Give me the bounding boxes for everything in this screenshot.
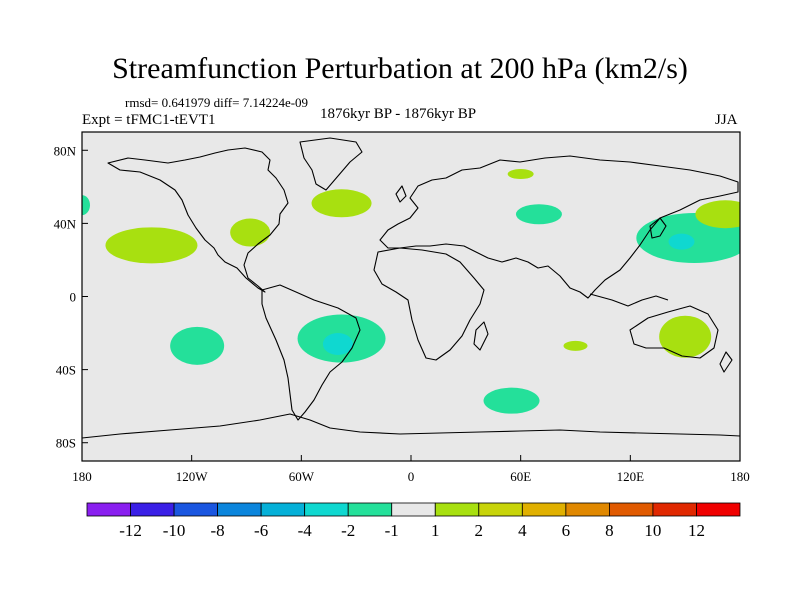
- colorbar-swatch: [478, 502, 523, 517]
- colorbar-swatch: [86, 502, 131, 517]
- colorbar-swatch: [652, 502, 697, 517]
- stats-label: rmsd= 0.641979 diff= 7.14224e-09: [125, 95, 309, 110]
- coastlines: [82, 137, 740, 439]
- anomaly-n-pacific-positive: [105, 227, 198, 264]
- colorbar-label: -6: [254, 521, 268, 540]
- x-tick-label: 180: [72, 469, 92, 484]
- colorbar-label: 2: [475, 521, 484, 540]
- coastline-new-zealand: [719, 351, 733, 373]
- x-tick-label: 60E: [510, 469, 531, 484]
- colorbar-swatch: [521, 502, 567, 517]
- y-tick-label: 80N: [54, 143, 77, 158]
- y-tick-label: 80S: [56, 436, 76, 451]
- x-tick-label: 180: [730, 469, 750, 484]
- colorbar-swatch: [304, 502, 349, 517]
- anomaly-arctic-siberia-positive: [507, 169, 534, 180]
- colorbar-label: -1: [385, 521, 399, 540]
- anomaly-n-atlantic-positive: [311, 189, 372, 218]
- anomaly-japan-core-negative: [668, 233, 695, 250]
- colorbar-swatch: [130, 502, 175, 517]
- anomaly-australia-positive: [659, 315, 712, 358]
- colorbar-label: 4: [518, 521, 527, 540]
- colorbar-swatch: [696, 502, 741, 517]
- coastline-eurasia: [379, 155, 739, 299]
- y-tick-label: 0: [70, 290, 77, 305]
- anomaly-layer: [82, 169, 740, 414]
- coastline-antarctica: [82, 413, 740, 439]
- coastline-australia: [629, 305, 719, 359]
- x-tick-label: 0: [408, 469, 415, 484]
- colorbar-swatch: [565, 502, 610, 517]
- colorbar-label: 8: [605, 521, 614, 540]
- season-label: JJA: [715, 112, 738, 128]
- coastline-indonesia: [589, 293, 669, 307]
- coastline-north-america: [107, 147, 289, 293]
- y-tick-label: 40S: [56, 363, 76, 378]
- anomaly-nw-pacific-positive: [695, 200, 740, 229]
- period-label: 1876kyr BP - 1876kyr BP: [320, 106, 477, 122]
- x-tick-label: 60W: [289, 469, 315, 484]
- chart-title: Streamfunction Perturbation at 200 hPa (…: [112, 52, 688, 85]
- experiment-label: Expt = tFMC1-tEVT1: [82, 112, 216, 128]
- colorbar-label: -12: [119, 521, 142, 540]
- anomaly-s-pacific-negative: [170, 326, 225, 365]
- coastline-africa: [373, 247, 485, 361]
- colorbar-label: -2: [341, 521, 355, 540]
- x-tick-label: 120E: [617, 469, 645, 484]
- colorbar-swatch: [391, 502, 436, 517]
- x-tick-label: 120W: [176, 469, 209, 484]
- colorbar-swatch: [173, 502, 218, 517]
- anomaly-central-asia-negative: [515, 204, 562, 225]
- colorbar-label: -10: [163, 521, 186, 540]
- anomaly-dateline-west-negative: [82, 195, 90, 216]
- colorbar: -12 -10 -8 -6 -4 -2 -1 1 2 4 6 8 10 12: [86, 502, 741, 540]
- x-axis: 180 120W 60W 0 60E 120E 180: [72, 455, 750, 484]
- coastline-greenland: [299, 137, 363, 191]
- coastline-japan: [649, 217, 667, 239]
- colorbar-label: 12: [688, 521, 705, 540]
- colorbar-swatch: [217, 502, 262, 517]
- anomaly-s-atlantic-core: [322, 333, 353, 356]
- coastline-uk: [395, 185, 407, 203]
- colorbar-label: 6: [562, 521, 571, 540]
- anomaly-us-east-coast-positive: [230, 218, 271, 247]
- anomaly-southern-ocean-negative: [483, 387, 540, 414]
- y-axis: 80N 40N 0 40S 80S: [54, 143, 88, 451]
- colorbar-label: -8: [211, 521, 225, 540]
- coastline-south-america: [261, 284, 361, 421]
- y-tick-label: 40N: [54, 216, 77, 231]
- colorbar-swatch: [434, 502, 480, 517]
- coastline-madagascar: [473, 321, 489, 351]
- colorbar-label: -4: [298, 521, 313, 540]
- colorbar-swatch: [609, 502, 654, 517]
- colorbar-label: 10: [644, 521, 661, 540]
- colorbar-label: 1: [431, 521, 440, 540]
- map-background: [82, 132, 740, 461]
- anomaly-indian-ocean-positive: [563, 340, 588, 351]
- colorbar-swatch: [260, 502, 306, 517]
- colorbar-swatch: [347, 502, 393, 517]
